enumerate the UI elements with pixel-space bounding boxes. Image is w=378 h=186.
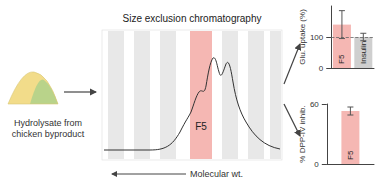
svg-text:F5: F5 (337, 54, 346, 64)
html-text:Hydrolysate from chicken bypro: Hydrolysate from chicken byproduct (11, 118, 85, 139)
svg-text:F5: F5 (346, 150, 355, 160)
svg-text:Molecular wt.: Molecular wt. (190, 169, 243, 179)
svg-text:100: 100 (310, 33, 324, 42)
svg-text:Size exclusion chromatography: Size exclusion chromatography (123, 13, 262, 24)
svg-text:Glu. uptake (%): Glu. uptake (%) (298, 9, 307, 65)
svg-text:Insulin: Insulin (359, 41, 368, 64)
svg-text:0: 0 (319, 64, 324, 73)
svg-text:F5: F5 (195, 121, 207, 132)
svg-text:60: 60 (310, 100, 319, 109)
svg-text:% DPP-IV inhib.: % DPP-IV inhib. (298, 105, 307, 162)
svg-text:0: 0 (314, 160, 319, 169)
